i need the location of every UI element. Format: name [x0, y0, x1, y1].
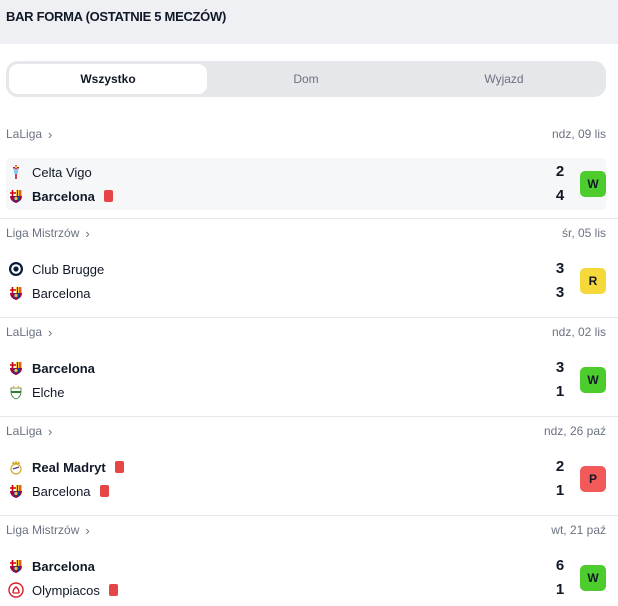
team-away[interactable]: Barcelona — [8, 185, 113, 207]
team-name: Olympiacos — [32, 582, 100, 598]
team-away[interactable]: Barcelona — [8, 282, 91, 304]
match-meta: Liga Mistrzów › wt, 21 paź — [0, 516, 618, 544]
match-body[interactable]: Real Madryt Barcelona 2 1 P — [6, 453, 606, 505]
league-name: LaLiga — [6, 424, 43, 438]
barcelona-crest-icon — [8, 558, 24, 574]
league-link[interactable]: Liga Mistrzów › — [6, 226, 90, 241]
match-date: ndz, 26 paź — [543, 424, 606, 438]
team-home[interactable]: Barcelona — [8, 357, 95, 379]
team-name: Barcelona — [32, 483, 91, 499]
match-meta: LaLiga › ndz, 09 lis — [0, 120, 618, 148]
result-badge: W — [580, 565, 606, 591]
away-score: 4 — [555, 187, 565, 204]
away-score: 1 — [555, 581, 565, 598]
match-list: LaLiga › ndz, 09 lis Celta Vigo Barcelon… — [0, 120, 618, 606]
chevron-right-icon: › — [85, 522, 90, 538]
home-score: 3 — [555, 260, 565, 277]
real-madrid-crest-icon — [8, 459, 24, 475]
home-score: 2 — [555, 163, 565, 180]
league-name: LaLiga — [6, 325, 43, 339]
league-link[interactable]: LaLiga › — [6, 424, 52, 439]
home-score: 3 — [555, 359, 565, 376]
team-name: Celta Vigo — [32, 164, 92, 180]
league-link[interactable]: LaLiga › — [6, 127, 52, 142]
match-body[interactable]: Celta Vigo Barcelona 2 4 W — [6, 158, 606, 210]
league-name: LaLiga — [6, 127, 43, 141]
team-name: Club Brugge — [32, 261, 105, 277]
chevron-right-icon: › — [85, 225, 90, 241]
team-name: Barcelona — [32, 188, 95, 204]
team-away[interactable]: Elche — [8, 381, 65, 403]
match-date: śr, 05 lis — [561, 226, 606, 240]
away-score: 1 — [555, 383, 565, 400]
league-name: Liga Mistrzów — [6, 523, 80, 537]
match-row[interactable]: LaLiga › ndz, 26 paź Real Madryt Barcelo… — [0, 417, 618, 516]
match-date: wt, 21 paź — [551, 523, 606, 537]
home-score: 2 — [555, 458, 565, 475]
tab-all[interactable]: Wszystko — [9, 64, 207, 94]
match-body[interactable]: Barcelona Olympiacos 6 1 W — [6, 552, 606, 604]
match-row[interactable]: Liga Mistrzów › wt, 21 paź Barcelona Oly… — [0, 516, 618, 606]
match-body[interactable]: Barcelona Elche 3 1 W — [6, 354, 606, 406]
red-card-icon — [114, 461, 124, 473]
league-name: Liga Mistrzów — [6, 226, 80, 240]
team-name: Real Madryt — [32, 459, 106, 475]
chevron-right-icon: › — [48, 324, 53, 340]
match-date: ndz, 02 lis — [551, 325, 606, 339]
team-name: Barcelona — [32, 558, 95, 574]
elche-crest-icon — [8, 384, 24, 400]
barcelona-crest-icon — [8, 188, 24, 204]
tab-home[interactable]: Dom — [293, 72, 319, 86]
result-badge: R — [580, 268, 606, 294]
page-title: BAR FORMA (OSTATNIE 5 MECZÓW) — [6, 9, 226, 24]
chevron-right-icon: › — [48, 126, 53, 142]
team-home[interactable]: Real Madryt — [8, 456, 124, 478]
match-body[interactable]: Club Brugge Barcelona 3 3 R — [6, 255, 606, 307]
result-badge: P — [580, 466, 606, 492]
tab-bar: Wszystko Dom Wyjazd — [6, 61, 606, 97]
barcelona-crest-icon — [8, 285, 24, 301]
match-meta: LaLiga › ndz, 02 lis — [0, 318, 618, 346]
barcelona-crest-icon — [8, 483, 24, 499]
result-badge: W — [580, 367, 606, 393]
tab-away[interactable]: Wyjazd — [484, 72, 524, 86]
celta-crest-icon — [8, 164, 24, 180]
away-score: 3 — [555, 284, 565, 301]
team-away[interactable]: Olympiacos — [8, 579, 118, 601]
home-score: 6 — [555, 557, 565, 574]
team-away[interactable]: Barcelona — [8, 480, 109, 502]
match-row[interactable]: LaLiga › ndz, 09 lis Celta Vigo Barcelon… — [0, 120, 618, 219]
header: BAR FORMA (OSTATNIE 5 MECZÓW) — [0, 0, 618, 44]
barcelona-crest-icon — [8, 360, 24, 376]
match-meta: LaLiga › ndz, 26 paź — [0, 417, 618, 445]
team-name: Elche — [32, 384, 65, 400]
match-date: ndz, 09 lis — [551, 127, 606, 141]
away-score: 1 — [555, 482, 565, 499]
red-card-icon — [108, 584, 118, 596]
olympiacos-crest-icon — [8, 582, 24, 598]
brugge-crest-icon — [8, 261, 24, 277]
team-name: Barcelona — [32, 285, 91, 301]
league-link[interactable]: LaLiga › — [6, 325, 52, 340]
tabs-wrap: Wszystko Dom Wyjazd — [0, 44, 618, 97]
result-badge: W — [580, 171, 606, 197]
team-home[interactable]: Barcelona — [8, 555, 95, 577]
match-meta: Liga Mistrzów › śr, 05 lis — [0, 219, 618, 247]
team-name: Barcelona — [32, 360, 95, 376]
team-home[interactable]: Club Brugge — [8, 258, 104, 280]
team-home[interactable]: Celta Vigo — [8, 161, 92, 183]
match-row[interactable]: LaLiga › ndz, 02 lis Barcelona Elche 3 1… — [0, 318, 618, 417]
red-card-icon — [99, 485, 109, 497]
red-card-icon — [103, 190, 113, 202]
league-link[interactable]: Liga Mistrzów › — [6, 523, 90, 538]
match-row[interactable]: Liga Mistrzów › śr, 05 lis Club Brugge B… — [0, 219, 618, 318]
chevron-right-icon: › — [48, 423, 53, 439]
